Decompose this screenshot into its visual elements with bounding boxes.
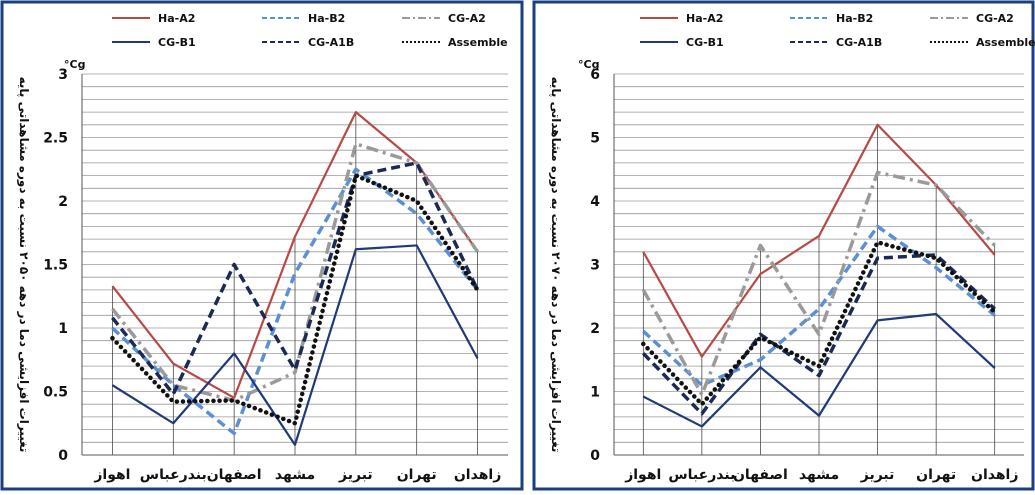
legend-label: CG-A2: [448, 12, 486, 25]
y-axis-label: تغییرات افزایشی دما در دهه ۲۰۵۰ نسبت به …: [16, 77, 31, 453]
x-tick-label: بندرعباس: [140, 467, 207, 483]
legend-label: CG-A1B: [308, 36, 354, 49]
legend-label: CG-B1: [686, 36, 724, 49]
y-tick-label: 3: [590, 258, 600, 274]
y-tick-label: 2: [58, 194, 68, 210]
legend-label: Assemble: [448, 36, 508, 49]
y-tick-label: 2.5: [43, 131, 68, 147]
x-tick-label: اصفهان: [207, 467, 262, 483]
x-tick-label: زاهدان: [971, 467, 1018, 483]
y-tick-label: 0: [58, 448, 68, 464]
x-tick-label: بندرعباس: [668, 467, 735, 483]
y-unit-label: °Cg: [578, 58, 599, 71]
x-tick-label: اصفهان: [733, 467, 788, 483]
y-tick-label: 0: [590, 448, 600, 464]
y-tick-label: 5: [590, 131, 600, 147]
x-tick-label: تبریز: [860, 467, 895, 483]
x-tick-label: زاهدان: [454, 467, 501, 483]
y-axis-label: تغییرات افزایشی دما در دهه ۲۰۷۰ نسبت به …: [548, 77, 563, 453]
legend-label: Ha-A2: [158, 12, 195, 25]
x-tick-label: مشهد: [799, 467, 839, 483]
legend-label: CG-B1: [158, 36, 196, 49]
legend-label: CG-A1B: [836, 36, 882, 49]
x-tick-label: اهواز: [624, 467, 661, 483]
legend-label: Ha-A2: [686, 12, 723, 25]
x-tick-label: مشهد: [275, 467, 315, 483]
legend-label: Ha-B2: [308, 12, 345, 25]
x-tick-label: اهواز: [93, 467, 130, 483]
y-tick-label: 0.5: [43, 385, 68, 401]
panel-frame: [2, 2, 522, 489]
panel-frame: [534, 2, 1033, 489]
y-tick-label: 1: [58, 321, 68, 337]
x-tick-label: تبریز: [338, 467, 373, 483]
y-tick-label: 4: [590, 194, 600, 210]
y-tick-label: 1.5: [43, 258, 68, 274]
y-tick-label: 1: [590, 385, 600, 401]
legend-label: Ha-B2: [836, 12, 873, 25]
legend-label: Assemble: [976, 36, 1035, 49]
y-tick-label: 2: [590, 321, 600, 337]
legend-label: CG-A2: [976, 12, 1014, 25]
x-tick-label: تهران: [397, 467, 437, 483]
y-unit-label: °Cg: [64, 58, 85, 71]
x-tick-label: تهران: [916, 467, 956, 483]
